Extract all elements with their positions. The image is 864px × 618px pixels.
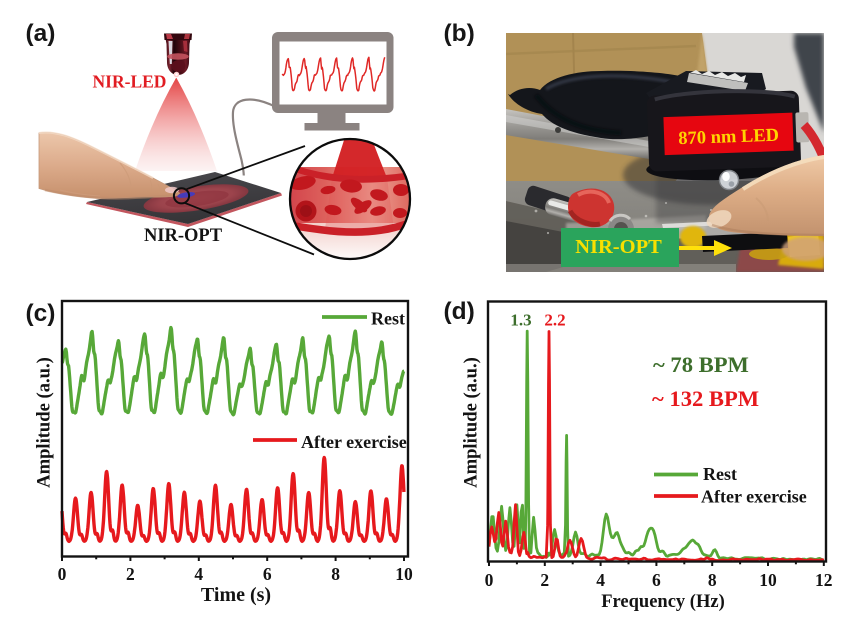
svg-text:2: 2	[126, 564, 135, 584]
svg-text:Frequency (Hz): Frequency (Hz)	[601, 592, 724, 612]
svg-text:NIR-OPT: NIR-OPT	[144, 226, 223, 246]
svg-text:~ 132 BPM: ~ 132 BPM	[652, 386, 759, 411]
svg-text:NIR-OPT: NIR-OPT	[575, 236, 662, 258]
svg-text:12: 12	[815, 570, 833, 590]
svg-text:Amplitude (a.u.): Amplitude (a.u.)	[34, 357, 55, 488]
svg-text:10: 10	[395, 564, 413, 584]
svg-text:1.3: 1.3	[510, 310, 531, 329]
svg-text:Rest: Rest	[703, 464, 737, 484]
svg-text:2.2: 2.2	[544, 310, 565, 329]
svg-text:Rest: Rest	[371, 309, 405, 329]
svg-text:NIR-LED: NIR-LED	[93, 72, 167, 92]
svg-text:~ 78 BPM: ~ 78 BPM	[653, 352, 749, 377]
svg-text:4: 4	[194, 564, 203, 584]
svg-text:4: 4	[596, 570, 605, 590]
svg-text:Amplitude (a.u.): Amplitude (a.u.)	[461, 357, 482, 488]
svg-text:6: 6	[263, 564, 272, 584]
svg-text:8: 8	[331, 564, 340, 584]
svg-text:0: 0	[485, 570, 494, 590]
svg-text:0: 0	[58, 564, 67, 584]
svg-text:10: 10	[759, 570, 777, 590]
svg-text:6: 6	[652, 570, 661, 590]
svg-text:After exercise: After exercise	[301, 432, 407, 452]
svg-text:Time (s): Time (s)	[201, 584, 271, 606]
svg-text:870 nm LED: 870 nm LED	[678, 126, 779, 150]
svg-text:2: 2	[540, 570, 549, 590]
svg-text:After exercise: After exercise	[701, 487, 807, 507]
svg-text:8: 8	[708, 570, 717, 590]
